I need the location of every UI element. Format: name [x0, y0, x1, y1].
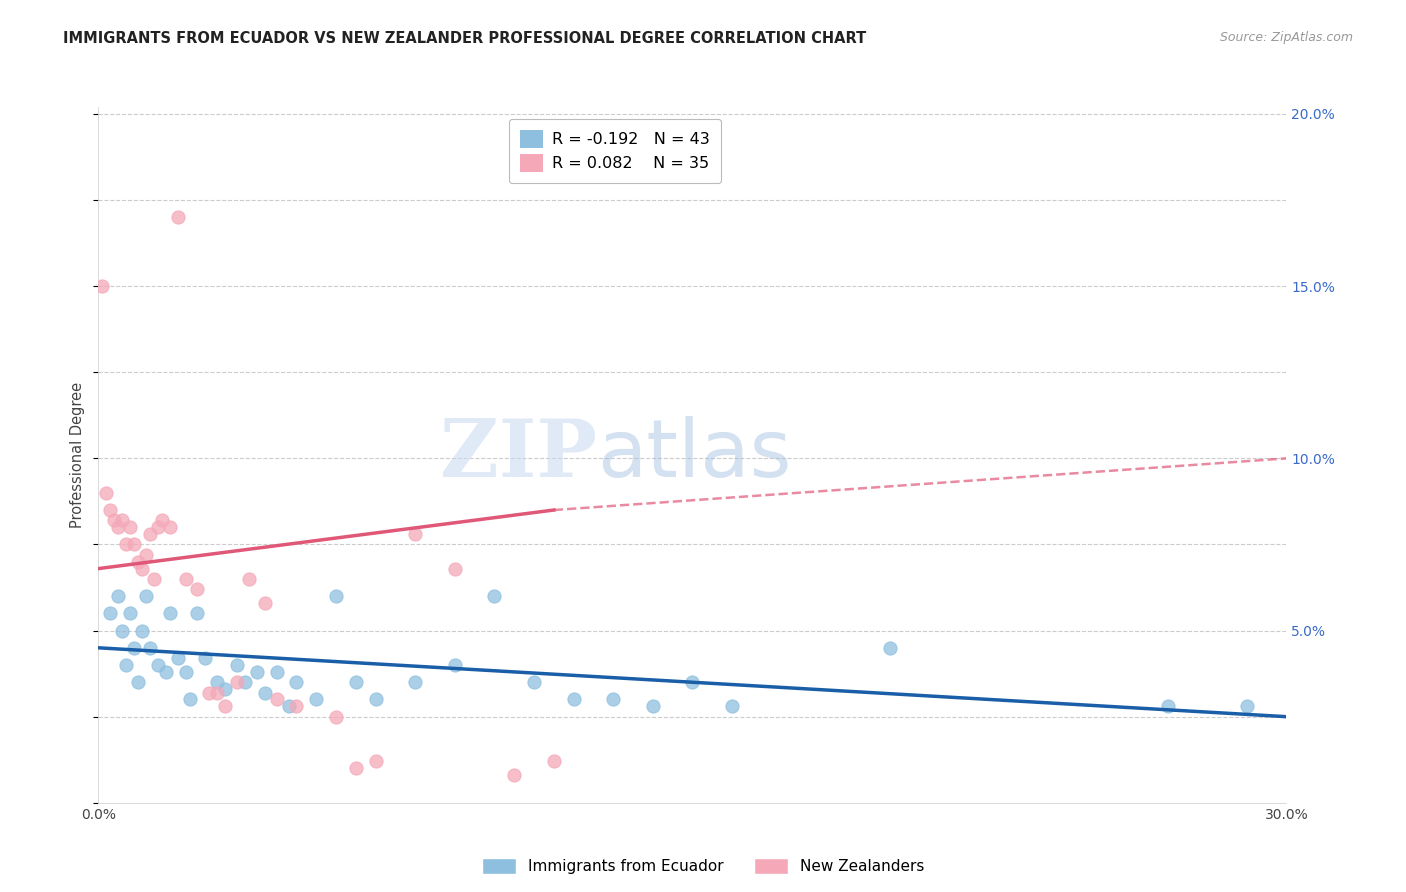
Point [364, 755, 387, 769]
Point [139, 527, 162, 541]
Point [325, 589, 347, 603]
Point [127, 555, 149, 569]
Point [186, 607, 208, 621]
Point [879, 640, 901, 655]
Point [111, 513, 134, 527]
Point [142, 572, 165, 586]
Text: atlas: atlas [598, 416, 792, 494]
Point [122, 640, 145, 655]
Legend: R = -0.192   N = 43, R = 0.082    N = 35: R = -0.192 N = 43, R = 0.082 N = 35 [509, 119, 721, 184]
Point [127, 675, 149, 690]
Point [523, 675, 546, 690]
Y-axis label: Professional Degree: Professional Degree [70, 382, 86, 528]
Point [364, 692, 387, 706]
Point [207, 685, 229, 699]
Point [253, 685, 276, 699]
Point [444, 658, 467, 673]
Point [115, 658, 138, 673]
Point [285, 675, 308, 690]
Point [277, 699, 299, 714]
Point [146, 520, 169, 534]
Point [174, 572, 197, 586]
Point [1156, 699, 1178, 714]
Point [721, 699, 744, 714]
Point [135, 589, 157, 603]
Point [682, 675, 704, 690]
Point [166, 651, 188, 665]
Point [404, 527, 426, 541]
Point [111, 624, 134, 638]
Point [562, 692, 585, 706]
Point [325, 709, 347, 723]
Point [139, 640, 162, 655]
Legend: Immigrants from Ecuador, New Zealanders: Immigrants from Ecuador, New Zealanders [475, 852, 931, 880]
Point [159, 607, 181, 621]
Point [103, 513, 125, 527]
Point [238, 572, 260, 586]
Point [107, 520, 129, 534]
Point [207, 675, 229, 690]
Point [146, 658, 169, 673]
Point [150, 513, 173, 527]
Point [266, 692, 288, 706]
Point [226, 675, 249, 690]
Point [344, 761, 367, 775]
Point [266, 665, 288, 679]
Point [159, 520, 181, 534]
Point [98, 503, 121, 517]
Text: Source: ZipAtlas.com: Source: ZipAtlas.com [1219, 31, 1353, 45]
Point [107, 589, 129, 603]
Point [115, 537, 138, 551]
Point [98, 607, 121, 621]
Point [174, 665, 197, 679]
Point [233, 675, 256, 690]
Point [96, 485, 118, 500]
Point [285, 699, 308, 714]
Point [602, 692, 624, 706]
Text: ZIP: ZIP [440, 416, 598, 494]
Text: IMMIGRANTS FROM ECUADOR VS NEW ZEALANDER PROFESSIONAL DEGREE CORRELATION CHART: IMMIGRANTS FROM ECUADOR VS NEW ZEALANDER… [63, 31, 866, 46]
Point [246, 665, 269, 679]
Point [131, 561, 153, 575]
Point [135, 548, 157, 562]
Point [226, 658, 249, 673]
Point [91, 279, 114, 293]
Point [253, 596, 276, 610]
Point [641, 699, 664, 714]
Point [214, 699, 236, 714]
Point [122, 537, 145, 551]
Point [484, 589, 506, 603]
Point [120, 607, 142, 621]
Point [179, 692, 201, 706]
Point [186, 582, 208, 597]
Point [131, 624, 153, 638]
Point [344, 675, 367, 690]
Point [1236, 699, 1258, 714]
Point [198, 685, 221, 699]
Point [305, 692, 328, 706]
Point [214, 682, 236, 697]
Point [543, 755, 565, 769]
Point [503, 768, 526, 782]
Point [194, 651, 217, 665]
Point [120, 520, 142, 534]
Point [166, 211, 188, 225]
Point [404, 675, 426, 690]
Point [444, 561, 467, 575]
Point [155, 665, 177, 679]
